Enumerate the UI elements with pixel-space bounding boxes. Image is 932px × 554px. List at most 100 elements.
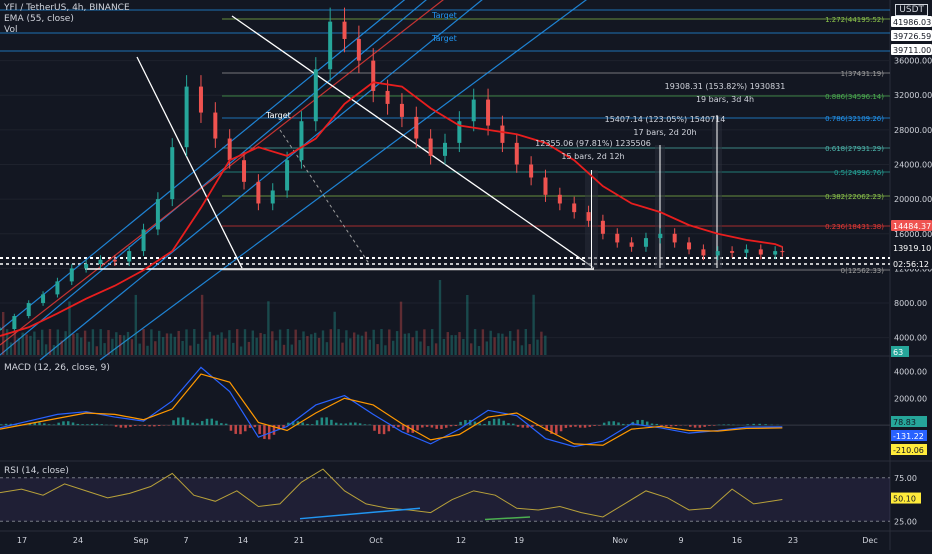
volume-bar [373, 330, 375, 355]
macd-histogram-bar [383, 425, 386, 434]
macd-histogram-bar [182, 417, 185, 425]
candle-body [213, 113, 217, 139]
macd-histogram-bar [445, 425, 448, 428]
volume-bar [14, 330, 16, 355]
price-badge-label: 39726.59 [893, 32, 931, 41]
macd-histogram-bar [603, 423, 606, 425]
candle-body [156, 199, 160, 229]
fib-label: 0.236(18431.38) [825, 223, 884, 231]
macd-histogram-bar [129, 425, 132, 427]
macd-histogram-bar [354, 423, 357, 426]
volume-bar [298, 340, 300, 355]
macd-histogram-bar [335, 423, 338, 425]
volume-bar [287, 329, 289, 355]
macd-histogram-bar [359, 423, 362, 425]
volume-bar [310, 334, 312, 355]
macd-histogram-bar [330, 420, 333, 425]
candle-body [780, 251, 784, 252]
macd-histogram-bar [191, 423, 194, 425]
volume-bar [263, 334, 265, 355]
price-badge-label: 02:56:12 [893, 260, 929, 269]
macd-histogram-bar [589, 425, 592, 427]
macd-histogram-bar [124, 425, 127, 428]
candle-body [41, 294, 45, 303]
volume-bar [454, 335, 456, 355]
macd-histogram-bar [158, 425, 161, 426]
ema-label: EMA (55, close) [4, 14, 130, 25]
macd-badge-label: -131.22 [893, 432, 924, 441]
macd-histogram-bar [502, 421, 505, 425]
volume-bar [61, 341, 63, 355]
volume-bar [123, 335, 125, 355]
y-tick-label: 16000.00 [894, 230, 932, 239]
macd-histogram-bar [758, 424, 761, 425]
macd-histogram-bar [153, 425, 156, 426]
target-label: Target [431, 11, 457, 20]
volume-bar [365, 332, 367, 355]
candle-body [500, 126, 504, 143]
macd-label: MACD (12, 26, close, 9) [4, 363, 110, 373]
macd-histogram-bar [321, 418, 324, 426]
macd-histogram-bar [612, 421, 615, 425]
macd-histogram-bar [579, 425, 582, 428]
volume-bar [388, 329, 390, 355]
volume-bar [256, 338, 258, 355]
macd-histogram-bar [764, 424, 767, 425]
x-tick-label: Sep [133, 536, 148, 545]
volume-bar [178, 331, 180, 355]
macd-histogram-bar [593, 425, 596, 426]
volume-bar [330, 329, 332, 355]
volume-bar [84, 331, 86, 355]
macd-histogram-bar [507, 423, 510, 425]
macd-histogram-bar [144, 425, 147, 426]
volume-bar [423, 329, 425, 355]
volume-bar [217, 335, 219, 355]
volume-bar [412, 337, 414, 355]
volume-bar [517, 329, 519, 355]
volume-bar [236, 329, 238, 355]
candle-body [228, 139, 232, 161]
macd-histogram-bar [196, 423, 199, 425]
volume-bar [536, 340, 538, 355]
macd-badge-label: 78.83 [893, 418, 916, 427]
target-label: Target [265, 111, 291, 120]
candle-body [127, 251, 131, 261]
volume-bar [154, 341, 156, 355]
macd-histogram-bar [699, 425, 702, 428]
macd-histogram-bar [584, 425, 587, 428]
macd-histogram-bar [373, 425, 376, 431]
volume-bar [100, 329, 102, 355]
macd-histogram-bar [306, 424, 309, 425]
volume-bar [45, 344, 47, 355]
macd-histogram-bar [660, 425, 663, 426]
macd-histogram-bar [72, 422, 75, 425]
macd-histogram-bar [574, 425, 577, 427]
volume-bar [111, 339, 113, 355]
macd-histogram-bar [225, 424, 228, 425]
candle-body [429, 139, 433, 156]
y-tick-label: 28000.00 [894, 126, 932, 135]
x-tick-label: 19 [514, 536, 524, 545]
rsi-badge-label: 50.10 [893, 495, 916, 504]
volume-bar [431, 329, 433, 355]
y-tick-label: 20000.00 [894, 195, 932, 204]
volume-bar [41, 330, 43, 355]
projection-label: 15 bars, 2d 12h [561, 152, 624, 161]
volume-badge-label: 63 [893, 348, 903, 357]
volume-bar [337, 329, 339, 355]
volume-bar [103, 343, 105, 355]
volume-bar [174, 337, 176, 355]
macd-histogram-bar [435, 425, 438, 429]
candle-body [386, 91, 390, 104]
macd-histogram-bar [263, 425, 266, 439]
candle-body [601, 221, 605, 234]
y-tick-label: 8000.00 [894, 299, 927, 308]
candle-body [515, 143, 519, 165]
macd-histogram-bar [81, 424, 84, 425]
macd-histogram-bar [206, 419, 209, 425]
volume-bar [427, 346, 429, 355]
currency-button[interactable]: USDT [895, 4, 928, 16]
